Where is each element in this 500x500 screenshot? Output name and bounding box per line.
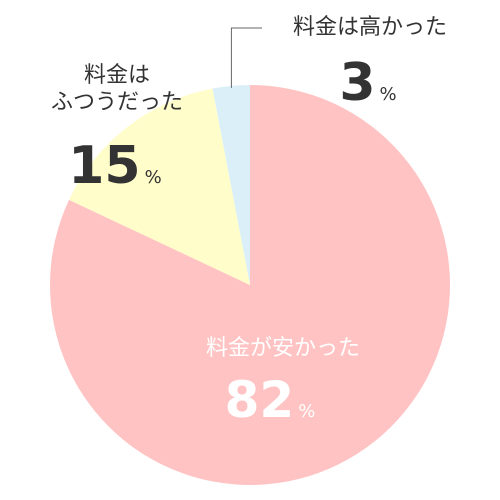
pie-slice-1 xyxy=(69,88,250,285)
slice-value-unit-0: % xyxy=(298,401,315,422)
slice-label-2: 料金は高かった xyxy=(293,15,447,40)
slice-label-0: 料金が安かった xyxy=(206,336,360,361)
slice-label-1-line-0: 料金は xyxy=(84,63,150,88)
slice-label-1-line-1: ふつうだった xyxy=(51,90,183,115)
pie-slice-2 xyxy=(212,85,250,285)
pie-slice-0 xyxy=(49,85,450,485)
leader-line-2 xyxy=(230,27,262,88)
slice-value-2: 3% xyxy=(339,53,396,113)
slice-value-number-2: 3 xyxy=(339,53,375,113)
slices-layer xyxy=(49,85,450,485)
slice-value-unit-2: % xyxy=(380,84,397,105)
leader-layer xyxy=(230,27,262,88)
slice-value-unit-1: % xyxy=(145,167,162,188)
slice-value-1: 15% xyxy=(68,136,161,196)
slice-value-number-1: 15 xyxy=(68,136,140,196)
slice-value-0: 82% xyxy=(225,371,316,429)
slice-value-number-0: 82 xyxy=(225,371,295,429)
